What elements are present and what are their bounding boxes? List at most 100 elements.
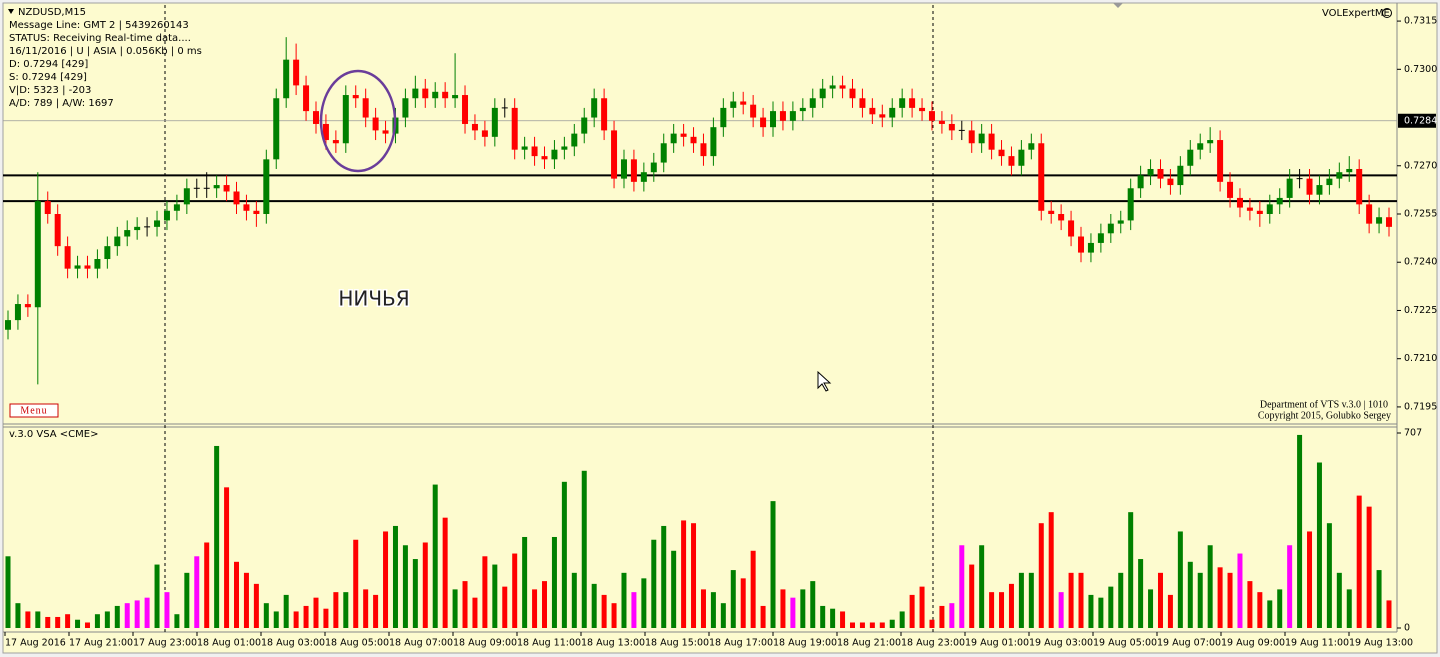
bid-label: 0.7284 bbox=[1404, 115, 1437, 126]
volume-bar bbox=[1217, 567, 1223, 628]
candle-body bbox=[1058, 214, 1065, 221]
x-tick-label: 17 Aug 2016 bbox=[5, 638, 66, 649]
candle-body bbox=[24, 304, 31, 308]
volume-bar bbox=[750, 550, 756, 628]
volume-bar bbox=[412, 559, 418, 628]
candle-body bbox=[660, 143, 667, 163]
info-line: V|D: 5323 | -203 bbox=[9, 85, 91, 96]
candle-body bbox=[968, 130, 975, 144]
info-line: STATUS: Receiving Real-time data.... bbox=[9, 33, 191, 44]
volume-bar bbox=[402, 545, 408, 628]
dropdown-icon bbox=[8, 9, 14, 14]
volume-bar bbox=[1048, 512, 1054, 628]
volume-bar bbox=[1307, 531, 1313, 628]
volume-bar bbox=[820, 605, 826, 628]
candle-body bbox=[322, 123, 329, 141]
volume-bar bbox=[522, 536, 528, 628]
volume-bar bbox=[561, 481, 567, 628]
candle-body bbox=[491, 107, 498, 137]
y-tick-label: 0.7300 bbox=[1404, 64, 1437, 75]
volume-bar bbox=[1297, 434, 1303, 628]
volume-bar bbox=[542, 581, 548, 628]
candle-body bbox=[412, 88, 419, 99]
volume-bar bbox=[879, 622, 885, 628]
candle-body bbox=[1008, 156, 1015, 166]
volume-bar bbox=[581, 470, 587, 628]
volume-title: v.3.0 VSA <CME> bbox=[9, 429, 98, 440]
candle-body bbox=[442, 91, 449, 99]
x-tick-label: 18 Aug 23:00 bbox=[901, 638, 965, 649]
volume-bar bbox=[859, 622, 865, 628]
menu-button[interactable] bbox=[9, 403, 59, 418]
candle-body bbox=[998, 149, 1005, 157]
candle-body bbox=[680, 133, 687, 137]
candle-body bbox=[1246, 207, 1253, 211]
volume-bar bbox=[691, 523, 697, 628]
info-line: Message Line: GMT 2 | 5439260143 bbox=[9, 20, 189, 31]
candle-body bbox=[34, 201, 41, 308]
candle-body bbox=[1217, 140, 1224, 182]
candle-body bbox=[332, 140, 339, 144]
volume-bar bbox=[472, 597, 478, 628]
candle-body bbox=[1306, 178, 1313, 195]
volume-bar bbox=[1187, 561, 1193, 628]
info-line: D: 0.7294 [429] bbox=[9, 59, 88, 70]
volume-bar bbox=[55, 616, 61, 628]
volume-bar bbox=[263, 603, 269, 628]
candle-body bbox=[770, 111, 777, 128]
candle-body bbox=[1356, 168, 1363, 205]
candle-body bbox=[670, 133, 677, 144]
volume-bar bbox=[1058, 592, 1064, 628]
candle-body bbox=[581, 117, 588, 134]
menu-label[interactable]: Menu bbox=[20, 405, 47, 416]
volume-bar bbox=[532, 589, 538, 628]
candle-body bbox=[760, 117, 767, 128]
volume-bar bbox=[1028, 572, 1034, 628]
candle-body bbox=[909, 98, 916, 108]
x-tick-label: 18 Aug 07:00 bbox=[389, 638, 453, 649]
volume-bar bbox=[1227, 572, 1233, 628]
candle-body bbox=[551, 149, 558, 160]
volume-bar bbox=[482, 556, 488, 628]
candle-body bbox=[849, 88, 856, 99]
volume-bar bbox=[174, 614, 180, 628]
candle-body bbox=[213, 185, 220, 189]
volume-bar bbox=[700, 589, 706, 628]
volume-bar bbox=[1366, 506, 1372, 628]
volume-bar bbox=[681, 520, 687, 628]
volume-bar bbox=[611, 603, 617, 628]
candle-body bbox=[928, 111, 935, 121]
x-tick-label: 19 Aug 11:00 bbox=[1285, 638, 1349, 649]
volume-bar bbox=[114, 605, 120, 628]
volume-bar bbox=[392, 525, 398, 628]
volume-bar bbox=[234, 561, 240, 628]
candle-body bbox=[1256, 210, 1263, 214]
volume-bar bbox=[591, 583, 597, 628]
volume-bar bbox=[5, 556, 11, 628]
candle-body bbox=[1177, 165, 1184, 186]
volume-bar bbox=[1257, 592, 1263, 628]
volume-bar bbox=[1157, 572, 1163, 628]
bid-box bbox=[1398, 113, 1436, 128]
candle-body bbox=[1157, 168, 1164, 179]
candle-body bbox=[779, 111, 786, 121]
volume-bar bbox=[919, 586, 925, 628]
volume-bar bbox=[194, 556, 200, 628]
volume-bar bbox=[929, 619, 935, 628]
candle-body bbox=[283, 59, 290, 99]
candle-body bbox=[1376, 217, 1383, 224]
volume-bar bbox=[323, 608, 329, 628]
volume-bar bbox=[303, 605, 309, 628]
volume-bar bbox=[84, 622, 90, 628]
volume-bar bbox=[730, 570, 736, 628]
y-tick-label: 0.7255 bbox=[1404, 209, 1437, 220]
volume-bar bbox=[1287, 545, 1293, 628]
candle-body bbox=[591, 98, 598, 118]
volume-bar bbox=[144, 597, 150, 628]
candle-body bbox=[183, 188, 190, 205]
candle-body bbox=[819, 88, 826, 99]
volume-bar bbox=[1138, 559, 1144, 628]
candle-body bbox=[919, 107, 926, 112]
volume-bar bbox=[710, 592, 716, 628]
candle-body bbox=[1386, 217, 1392, 227]
